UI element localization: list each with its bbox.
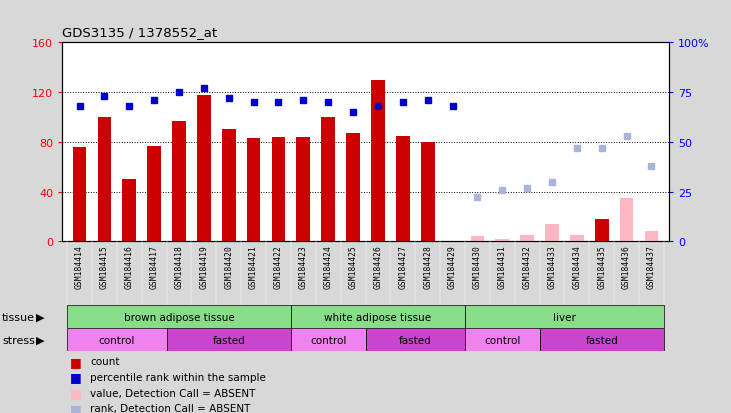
Text: control: control [310,335,346,345]
Text: GSM184418: GSM184418 [175,245,183,289]
Bar [371,81,385,242]
Bar [97,118,111,242]
Text: GSM184430: GSM184430 [473,245,482,289]
Bar [366,328,465,351]
Text: percentile rank within the sample: percentile rank within the sample [90,372,266,382]
Text: fasted: fasted [213,335,245,345]
Text: GSM184425: GSM184425 [349,245,357,289]
Text: ▶: ▶ [36,312,45,322]
Text: fasted: fasted [399,335,431,345]
Bar [297,138,310,242]
Text: fasted: fasted [586,335,618,345]
Text: GSM184415: GSM184415 [100,245,109,289]
Bar [72,147,86,242]
Text: GSM184422: GSM184422 [274,245,283,289]
Text: GSM184419: GSM184419 [200,245,208,289]
Text: GSM184429: GSM184429 [448,245,457,289]
Text: control: control [484,335,520,345]
Bar [67,328,167,351]
Bar [148,146,161,242]
Text: value, Detection Call = ABSENT: value, Detection Call = ABSENT [90,388,255,398]
Bar [539,328,664,351]
Text: liver: liver [553,312,576,322]
Text: brown adipose tissue: brown adipose tissue [124,312,235,322]
Bar [496,239,509,242]
Bar [322,118,335,242]
Text: GSM184421: GSM184421 [249,245,258,289]
Text: GSM184437: GSM184437 [647,245,656,289]
Text: ■: ■ [69,386,81,399]
Text: ■: ■ [69,402,81,413]
Text: GSM184433: GSM184433 [548,245,556,289]
Text: rank, Detection Call = ABSENT: rank, Detection Call = ABSENT [90,404,250,413]
Text: GSM184426: GSM184426 [374,245,382,289]
Bar [545,224,558,242]
Text: GSM184435: GSM184435 [597,245,606,289]
Bar [471,237,484,242]
Bar [67,306,291,328]
Text: tissue: tissue [2,312,35,322]
Text: GSM184420: GSM184420 [224,245,233,289]
Text: GSM184414: GSM184414 [75,245,84,289]
Text: GSM184432: GSM184432 [523,245,531,289]
Bar [291,306,465,328]
Bar [122,180,136,242]
Text: GDS3135 / 1378552_at: GDS3135 / 1378552_at [62,26,217,39]
Text: GSM184428: GSM184428 [423,245,432,289]
Text: GSM184423: GSM184423 [299,245,308,289]
Bar [465,328,539,351]
Bar [570,235,583,242]
Bar [645,232,659,242]
Bar [247,139,260,242]
Bar [595,219,609,242]
Text: GSM184416: GSM184416 [125,245,134,289]
Bar [272,138,285,242]
Bar [396,136,409,242]
Bar [421,142,434,242]
Bar [291,328,366,351]
Text: GSM184427: GSM184427 [398,245,407,289]
Text: count: count [90,356,119,366]
Bar [167,328,291,351]
Text: GSM184434: GSM184434 [572,245,581,289]
Text: GSM184431: GSM184431 [498,245,507,289]
Text: ■: ■ [69,355,81,368]
Bar [465,306,664,328]
Bar [346,134,360,242]
Bar [173,121,186,242]
Text: control: control [99,335,135,345]
Text: GSM184436: GSM184436 [622,245,631,289]
Text: white adipose tissue: white adipose tissue [325,312,431,322]
Text: stress: stress [2,335,35,345]
Bar [197,95,211,242]
Text: ■: ■ [69,370,81,384]
Text: GSM184417: GSM184417 [150,245,159,289]
Bar [620,198,634,242]
Text: GSM184424: GSM184424 [324,245,333,289]
Bar [520,235,534,242]
Text: ▶: ▶ [36,335,45,345]
Bar [222,130,235,242]
